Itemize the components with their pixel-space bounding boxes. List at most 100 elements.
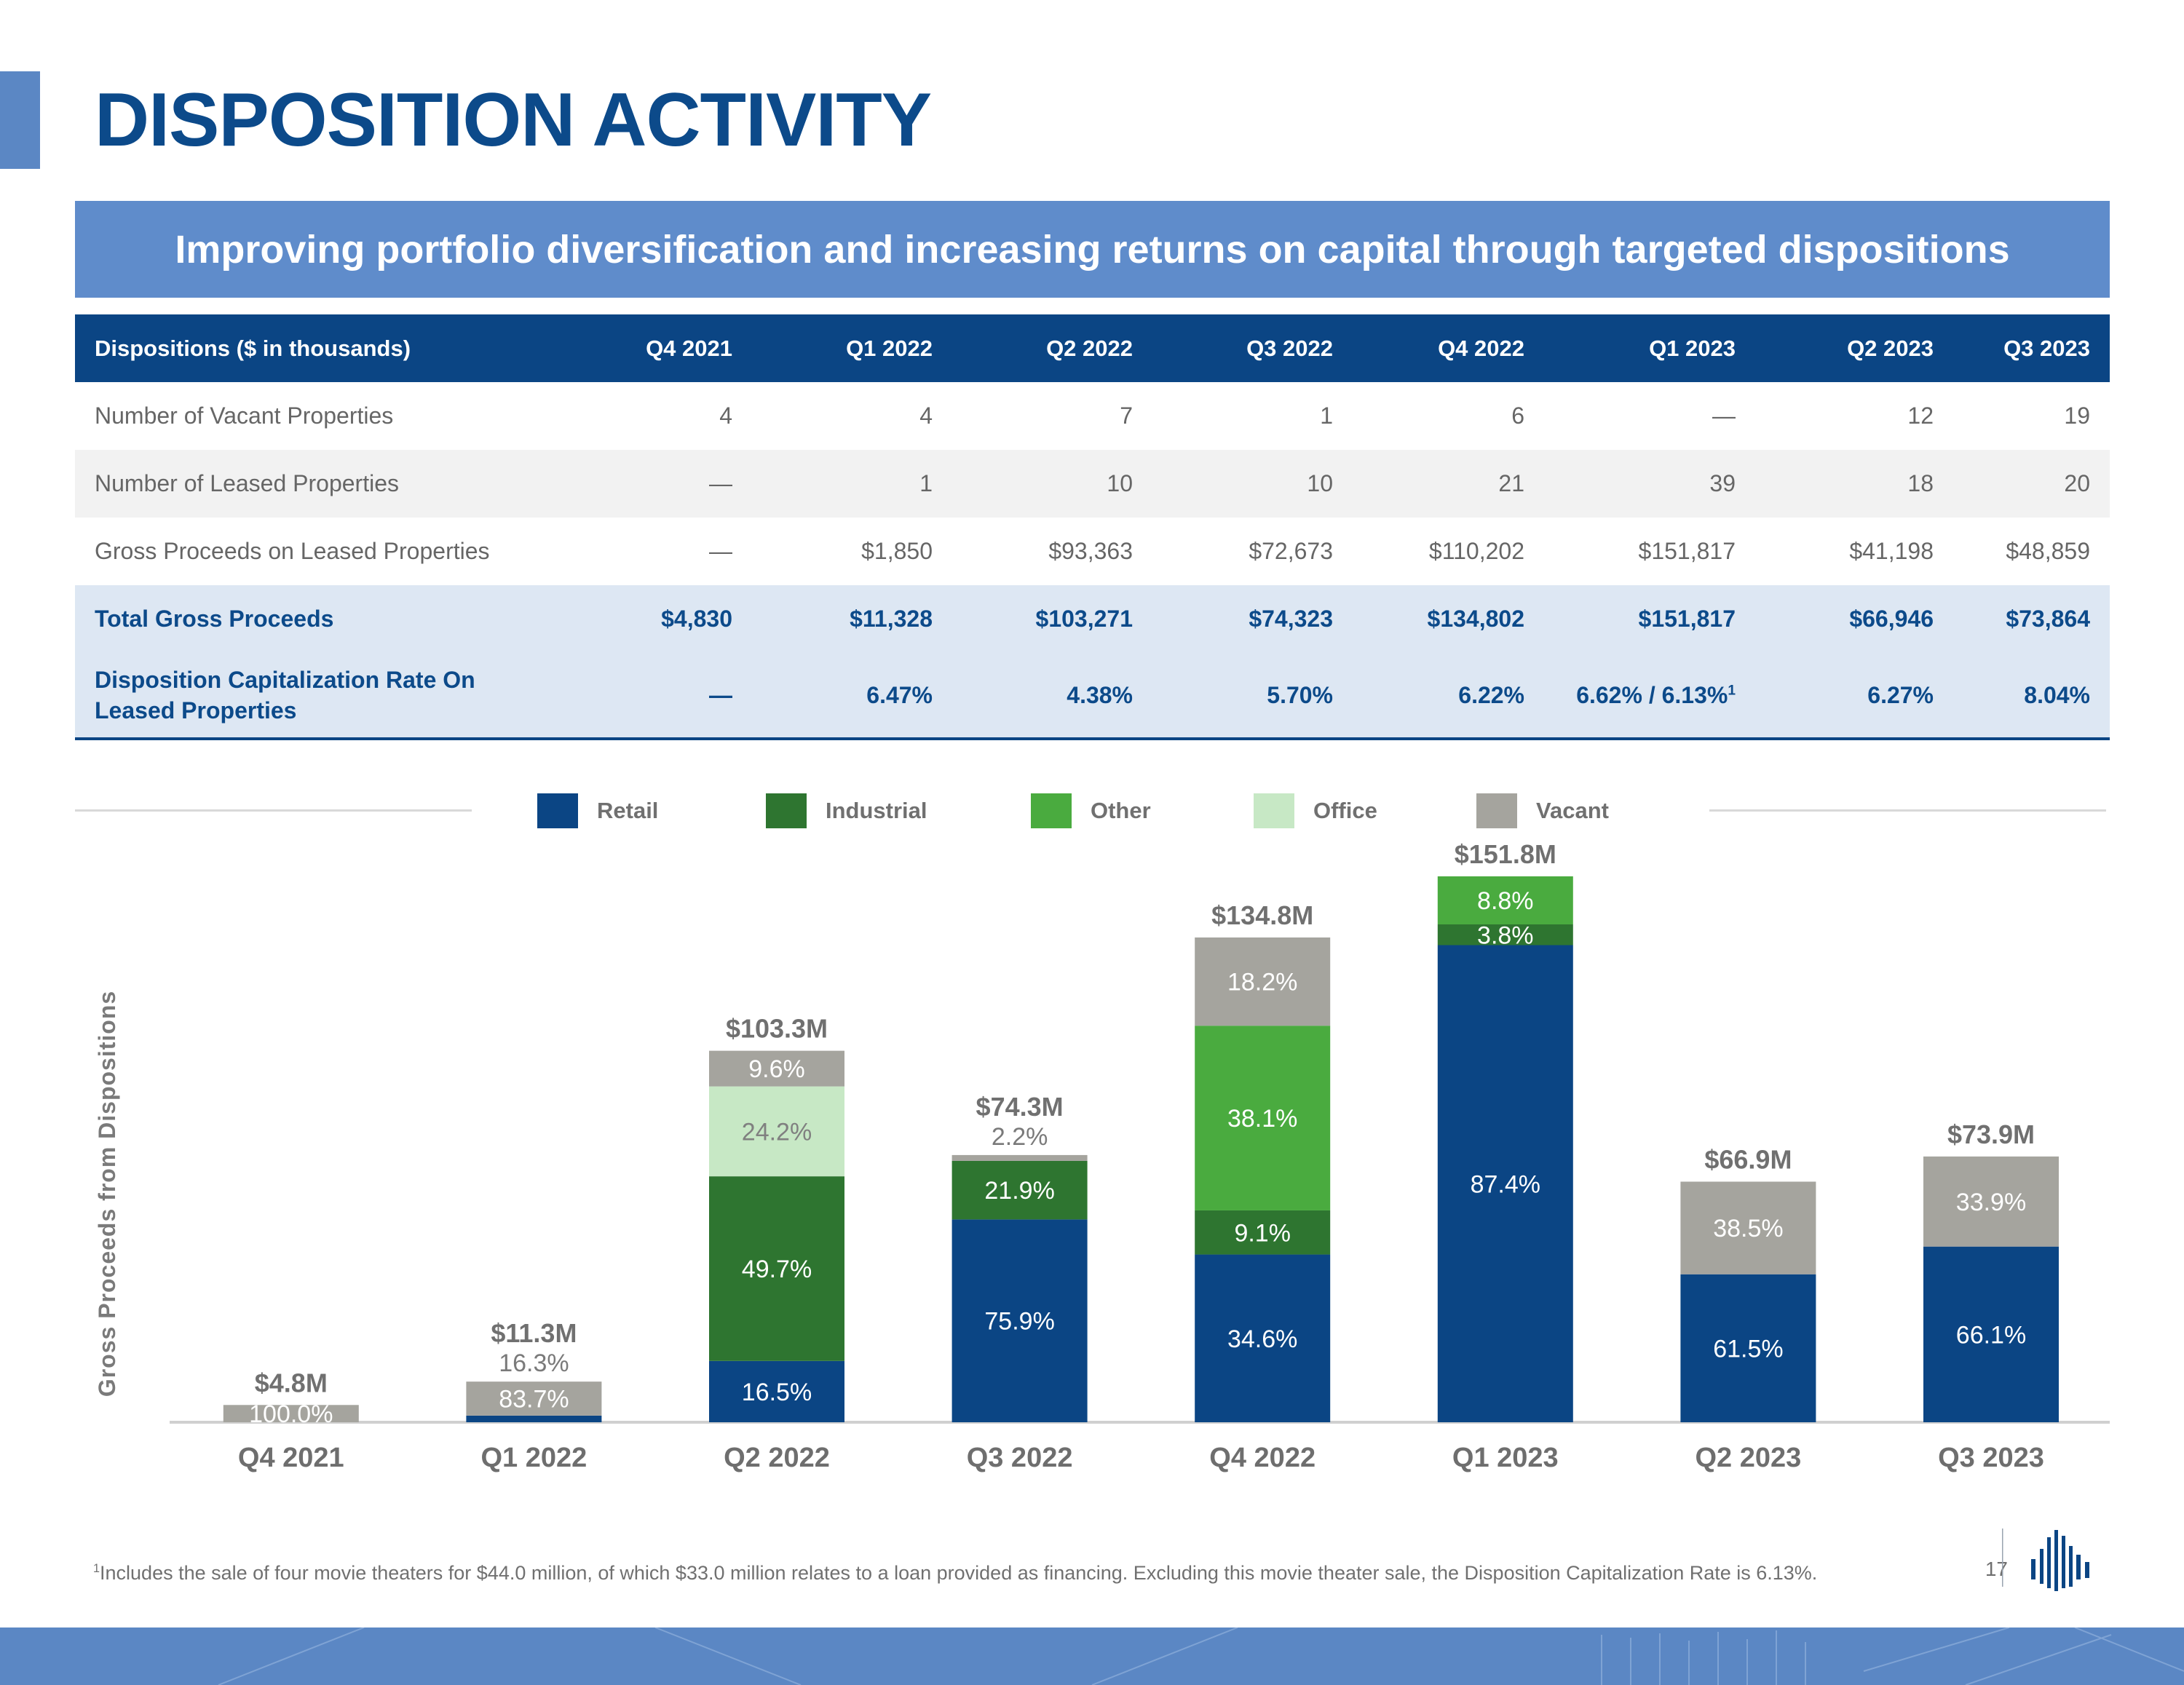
column-header: Q4 2021 (646, 335, 732, 361)
bottom-decorative-strip (0, 1627, 2184, 1685)
segment-value-label: 9.1% (1234, 1219, 1291, 1247)
table-cell: — (709, 538, 732, 564)
table-cell: 6.62% / 6.13%1 (1544, 653, 1755, 739)
table-cell: $11,328 (850, 606, 933, 632)
x-tick-label: Q2 2023 (1696, 1443, 1802, 1473)
legend-label: Office (1313, 798, 1377, 823)
bar-segment-industrial (1437, 924, 1573, 945)
table-row-gross-proceeds-leased: Gross Proceeds on Leased Properties — $1… (75, 518, 2110, 585)
column-header: Q1 2023 (1649, 335, 1736, 361)
table-cell: $48,859 (2006, 538, 2090, 564)
bar-segment-other (1437, 876, 1573, 924)
segment-value-label: 49.7% (742, 1256, 812, 1283)
segment-value-label: 83.7% (499, 1386, 569, 1414)
segment-value-label: 33.9% (1956, 1189, 2026, 1216)
segment-value-label: 9.6% (748, 1055, 805, 1083)
bar-total-label: $73.9M (1947, 1119, 2035, 1149)
segment-value-label: 38.1% (1227, 1105, 1297, 1133)
page-number: 17 (1985, 1558, 2008, 1580)
bar-segment-industrial (709, 1176, 844, 1361)
segment-value-label: 38.5% (1713, 1215, 1783, 1242)
legend-label: Vacant (1536, 798, 1609, 823)
table-cell: 6 (1511, 403, 1524, 429)
table-cell: $74,323 (1249, 606, 1333, 632)
table-row-cap-rate: Disposition Capitalization Rate On Lease… (75, 653, 2110, 739)
page-title: DISPOSITION ACTIVITY (95, 78, 932, 162)
row-label: Disposition Capitalization Rate On Lease… (95, 667, 475, 723)
bar-segment-other (1195, 1026, 1331, 1210)
table-cell: 1 (1320, 403, 1333, 429)
table-cell: $103,271 (1035, 606, 1133, 632)
bar-segment-industrial (951, 1160, 1088, 1220)
table-cell: 19 (2064, 403, 2090, 429)
bar-segment-industrial (1195, 1210, 1331, 1255)
segment-value-label: 18.2% (1227, 969, 1297, 996)
legend-swatch (537, 793, 578, 828)
dispositions-table: Dispositions ($ in thousands) Q4 2021 Q1… (75, 314, 2110, 740)
table-cell: $93,363 (1048, 538, 1133, 564)
row-label: Total Gross Proceeds (95, 606, 334, 632)
x-tick-label: Q1 2023 (1452, 1443, 1559, 1473)
bar-total-label: $66.9M (1704, 1144, 1792, 1174)
table-cell: 6.22% (1458, 681, 1524, 708)
table-row-total-gross-proceeds: Total Gross Proceeds $4,830 $11,328 $103… (75, 585, 2110, 653)
segment-value-label: 87.4% (1471, 1170, 1540, 1198)
bar-total-label: $134.8M (1211, 900, 1313, 930)
table-cell: — (709, 470, 732, 496)
table-cell: $66,946 (1849, 606, 1934, 632)
table-row-vacant-properties: Number of Vacant Properties 4 4 7 1 6 — … (75, 382, 2110, 450)
table-cell: 6.47% (866, 681, 933, 708)
table-cell: 7 (1120, 403, 1133, 429)
table-cell: $151,817 (1638, 606, 1736, 632)
table-cell: 39 (1709, 470, 1736, 496)
bar-segment-vacant (709, 1050, 844, 1087)
y-axis-label: Gross Proceeds from Dispositions (94, 991, 120, 1397)
title-accent-bar (0, 71, 40, 169)
table-cell: 1 (919, 470, 933, 496)
table-cell: 4 (719, 403, 732, 429)
segment-value-label: 61.5% (1713, 1335, 1783, 1363)
bar-segment-retail (1680, 1274, 1816, 1422)
table-cell: 5.70% (1267, 681, 1333, 708)
footnote: 1Includes the sale of four movie theater… (93, 1559, 1870, 1587)
table-cell: 10 (1307, 470, 1333, 496)
table-cell: $72,673 (1249, 538, 1333, 564)
table-cell: $4,830 (661, 606, 732, 632)
segment-value-label: 3.8% (1477, 921, 1534, 949)
segment-value-label: 100.0% (249, 1400, 333, 1428)
segment-value-label: 16.3% (499, 1349, 569, 1377)
table-cell: $1,850 (861, 538, 933, 564)
legend-item-vacant: Vacant (1476, 793, 1609, 828)
row-label: Number of Leased Properties (95, 470, 399, 496)
segment-value-label: 75.9% (984, 1308, 1054, 1336)
x-tick-label: Q3 2023 (1938, 1443, 2044, 1473)
bar-segment-retail (951, 1219, 1088, 1422)
x-tick-label: Q4 2022 (1209, 1443, 1315, 1473)
bar-total-label: $74.3M (976, 1092, 1064, 1122)
bar-segment-retail (1195, 1254, 1331, 1422)
segment-value-label: 34.6% (1227, 1325, 1297, 1353)
table-cell: 21 (1498, 470, 1524, 496)
segment-value-label: 16.5% (742, 1379, 812, 1406)
table-header-row: Dispositions ($ in thousands) Q4 2021 Q1… (75, 314, 2110, 382)
legend-swatch (1254, 793, 1294, 828)
legend-label: Retail (597, 798, 659, 823)
subtitle-banner: Improving portfolio diversification and … (75, 201, 2110, 298)
stacked-bar-chart: Gross Proceeds from Dispositions 100.0% $… (94, 839, 2110, 1473)
table-cell: 12 (1907, 403, 1934, 429)
bar-segment-retail (466, 1415, 602, 1422)
legend-label: Other (1091, 798, 1151, 823)
table-cell: 18 (1907, 470, 1934, 496)
bar-segment-vacant (1195, 937, 1331, 1026)
column-header: Q4 2022 (1438, 335, 1524, 361)
legend-swatch (1031, 793, 1072, 828)
footnote-text: Includes the sale of four movie theaters… (100, 1562, 1818, 1584)
x-tick-label: Q4 2021 (238, 1443, 344, 1473)
column-header: Q3 2023 (2003, 335, 2090, 361)
legend-item-other: Other (1031, 793, 1151, 828)
table-cell: $73,864 (2006, 606, 2090, 632)
column-header: Q2 2022 (1046, 335, 1133, 361)
bar-segment-vacant (466, 1381, 602, 1416)
segment-value-label: 66.1% (1956, 1321, 2026, 1349)
segment-value-label: 21.9% (984, 1177, 1054, 1205)
